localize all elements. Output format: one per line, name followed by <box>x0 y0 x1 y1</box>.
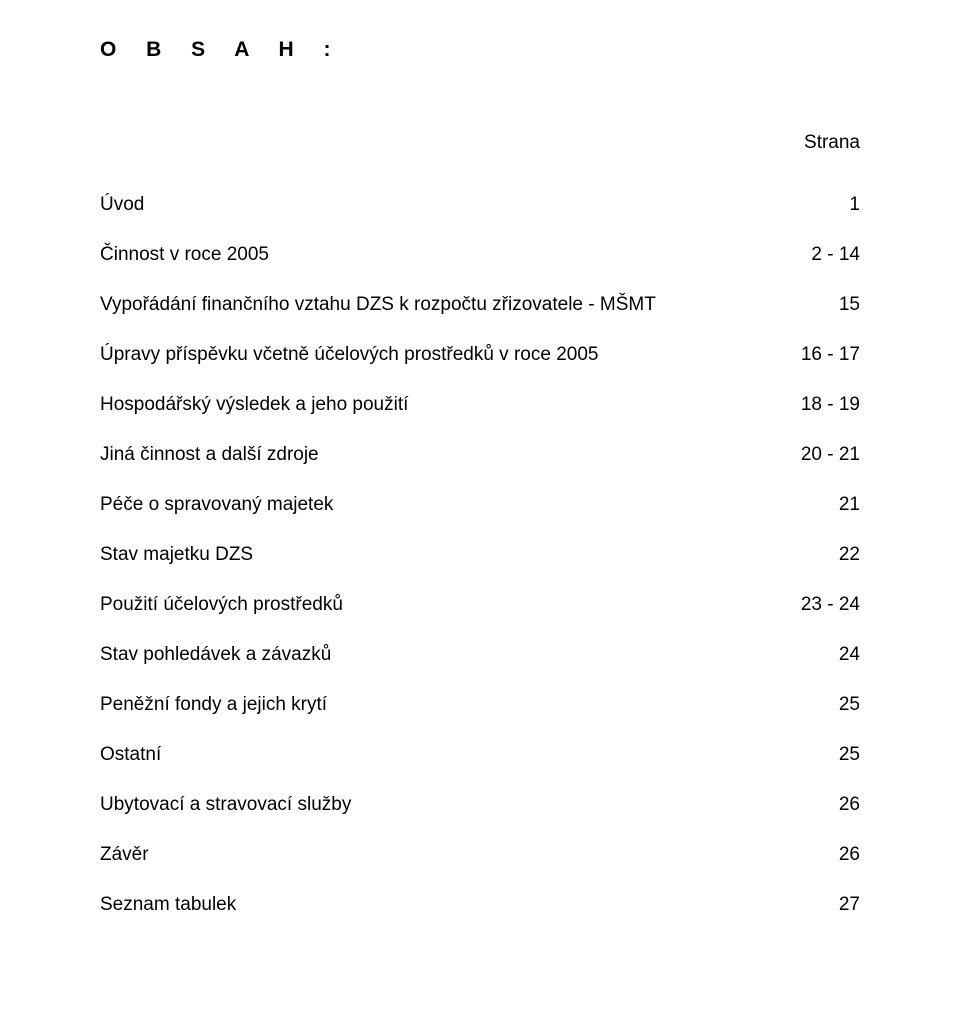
toc-page: 26 <box>796 844 860 866</box>
toc-row: Činnost v roce 2005 2 - 14 <box>100 244 860 266</box>
toc-page: 21 <box>796 494 860 516</box>
toc-row: Hospodářský výsledek a jeho použití 18 -… <box>100 394 860 416</box>
toc-row: Seznam tabulek 27 <box>100 894 860 916</box>
toc-row: Péče o spravovaný majetek 21 <box>100 494 860 516</box>
toc-row: Stav pohledávek a závazků 24 <box>100 644 860 666</box>
toc-label: Činnost v roce 2005 <box>100 244 796 266</box>
toc-page: 15 <box>796 294 860 316</box>
toc-label: Vypořádání finančního vztahu DZS k rozpo… <box>100 294 796 316</box>
toc-page: 24 <box>796 644 860 666</box>
toc-page: 18 - 19 <box>796 394 860 416</box>
toc-label: Péče o spravovaný majetek <box>100 494 796 516</box>
toc-page: 23 - 24 <box>796 594 860 616</box>
toc-label: Ubytovací a stravovací služby <box>100 794 796 816</box>
toc-row: Ostatní 25 <box>100 744 860 766</box>
toc-page: 26 <box>796 794 860 816</box>
toc-label: Hospodářský výsledek a jeho použití <box>100 394 796 416</box>
toc-row: Peněžní fondy a jejich krytí 25 <box>100 694 860 716</box>
toc-label: Závěr <box>100 844 796 866</box>
toc-label: Jiná činnost a další zdroje <box>100 444 796 466</box>
toc-row: Závěr 26 <box>100 844 860 866</box>
toc-page: 16 - 17 <box>796 344 860 366</box>
toc-title: O B S A H : <box>100 38 860 62</box>
toc-row: Ubytovací a stravovací služby 26 <box>100 794 860 816</box>
toc-page: 22 <box>796 544 860 566</box>
toc-row: Úvod 1 <box>100 194 860 216</box>
toc-label: Úpravy příspěvku včetně účelových prostř… <box>100 344 796 366</box>
toc-label: Seznam tabulek <box>100 894 796 916</box>
toc-label: Stav majetku DZS <box>100 544 796 566</box>
toc-label: Peněžní fondy a jejich krytí <box>100 694 796 716</box>
toc-row: Použití účelových prostředků 23 - 24 <box>100 594 860 616</box>
toc-label: Použití účelových prostředků <box>100 594 796 616</box>
toc-row: Stav majetku DZS 22 <box>100 544 860 566</box>
page-column-header: Strana <box>100 132 860 154</box>
toc-page: 2 - 14 <box>796 244 860 266</box>
toc-page: 20 - 21 <box>796 444 860 466</box>
page: O B S A H : Strana Úvod 1 Činnost v roce… <box>0 0 960 1029</box>
toc-page: 25 <box>796 744 860 766</box>
toc-row: Úpravy příspěvku včetně účelových prostř… <box>100 344 860 366</box>
toc-page: 27 <box>796 894 860 916</box>
toc-page: 1 <box>796 194 860 216</box>
toc-label: Stav pohledávek a závazků <box>100 644 796 666</box>
toc-label: Ostatní <box>100 744 796 766</box>
toc-label: Úvod <box>100 194 796 216</box>
toc-row: Jiná činnost a další zdroje 20 - 21 <box>100 444 860 466</box>
toc-row: Vypořádání finančního vztahu DZS k rozpo… <box>100 294 860 316</box>
toc-page: 25 <box>796 694 860 716</box>
